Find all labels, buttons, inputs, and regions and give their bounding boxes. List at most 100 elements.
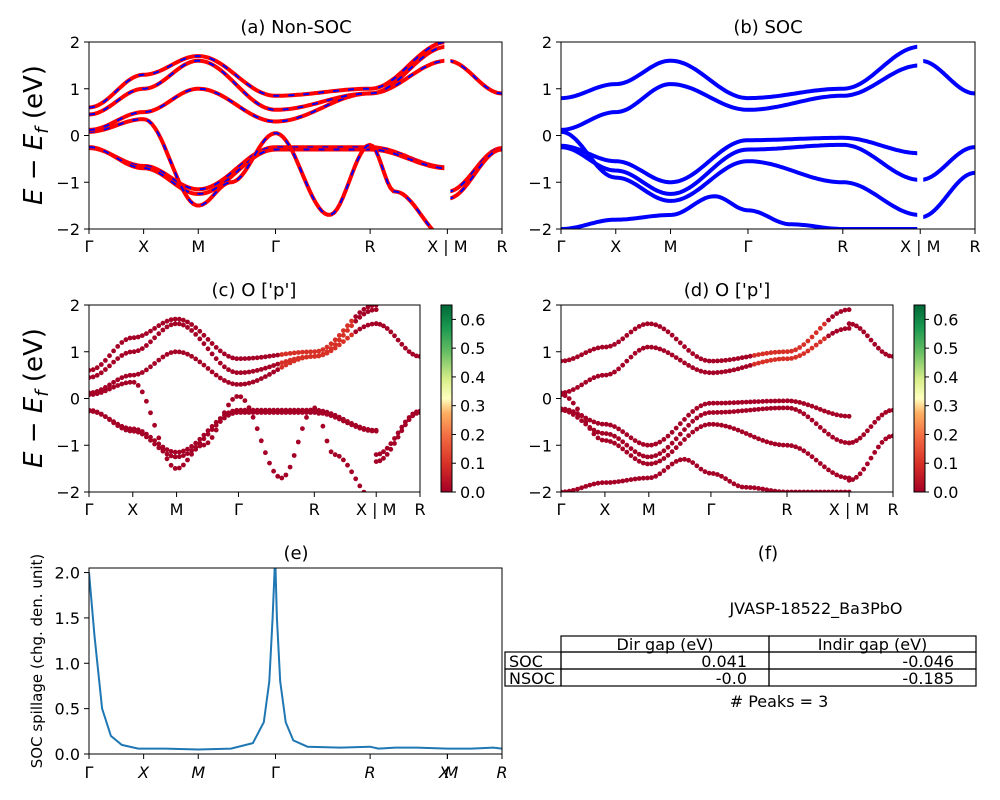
band-dot: [570, 356, 576, 361]
band-dot: [595, 429, 601, 435]
band-dot: [649, 475, 654, 481]
band-dot: [89, 390, 92, 396]
band-dot: [172, 321, 178, 327]
band-dot: [599, 372, 605, 378]
band-dot: [566, 488, 572, 492]
band-dot: [747, 407, 753, 413]
band-dot: [164, 451, 170, 457]
band-dot: [723, 423, 728, 429]
y-tick-label: 1: [542, 80, 552, 99]
band-dot: [238, 382, 244, 387]
band-dot: [809, 345, 815, 351]
x-tick-label: R: [309, 500, 320, 519]
band-dot: [172, 454, 178, 460]
band-dot: [640, 460, 646, 466]
band-dot: [677, 457, 683, 463]
band-dot: [561, 407, 564, 413]
band-dot: [857, 435, 863, 441]
band-dot: [234, 410, 240, 415]
band-dot: [834, 489, 840, 492]
panel-c-plot: Γ X M Γ R X | M R −2 −1 0 1 2: [56, 296, 425, 519]
band-dot: [107, 382, 112, 388]
band-dot: [217, 360, 223, 366]
band-dot: [872, 341, 878, 347]
panel-a: (a) Non-SOC Γ X M Γ R X | M R −2 −1 0 1 2 E − Ef (e…: [19, 17, 508, 256]
band-dot: [694, 354, 700, 359]
band-dot: [123, 380, 129, 386]
band-dot: [201, 341, 207, 347]
y-tick-label: 1: [70, 80, 80, 99]
band-dot: [723, 357, 728, 363]
band-dot: [591, 481, 597, 487]
band-dot: [135, 383, 141, 388]
band-dot: [583, 415, 589, 421]
band-dot: [403, 422, 408, 428]
band-dot: [332, 342, 338, 347]
band-dot: [127, 335, 133, 341]
band-dot: [361, 307, 367, 312]
band-dot: [760, 486, 766, 492]
band-dot: [226, 353, 231, 359]
band-dot: [320, 347, 326, 352]
band-dot: [139, 431, 145, 437]
band-dot: [677, 441, 683, 446]
band-dot: [632, 476, 638, 482]
band-dot: [817, 407, 823, 412]
band-dot: [139, 333, 145, 338]
band-dot: [715, 358, 720, 364]
y-tick-label: 1: [542, 343, 552, 362]
y-tick-label: 1: [70, 343, 80, 362]
band-dot: [706, 421, 712, 427]
band-dot: [570, 412, 576, 417]
band-dot: [90, 408, 96, 413]
panel-f-caption: JVASP-18522_Ba3PbO: [728, 599, 902, 619]
band-line: [561, 129, 921, 217]
band-dot: [300, 355, 305, 360]
band-dot: [612, 433, 617, 439]
band-dot: [566, 409, 572, 415]
y-tick-label: 2: [542, 296, 552, 315]
band-dot: [123, 337, 129, 343]
band-dot: [562, 408, 568, 414]
band-dot: [657, 324, 663, 329]
band-dot: [890, 433, 893, 439]
band-dot: [254, 355, 260, 361]
x-tick-label: R: [365, 763, 376, 782]
band-dot: [222, 378, 227, 383]
band-dot: [731, 409, 737, 414]
band-dot: [789, 489, 794, 492]
x-tick-label: M: [664, 237, 678, 256]
band-dot: [665, 452, 671, 458]
band-dot: [185, 351, 190, 357]
band-dot: [682, 456, 687, 462]
band-dot: [645, 454, 650, 460]
band-dot: [817, 461, 823, 466]
band-dot: [868, 337, 874, 343]
band-dot: [710, 421, 716, 427]
band-dot: [780, 398, 786, 404]
band-line: [561, 44, 921, 101]
y-tick-label: −1: [56, 436, 80, 455]
band-dot: [698, 356, 704, 362]
band-dot: [830, 434, 835, 440]
band-line-dash: [89, 146, 448, 191]
band-dot: [341, 328, 346, 333]
band-dot: [645, 442, 650, 448]
band-dot: [189, 448, 195, 454]
colorbar-tick-label: 0.4: [460, 368, 485, 387]
band-dot: [868, 455, 874, 461]
band-dot: [830, 489, 835, 492]
band-dot: [226, 380, 231, 385]
y-tick-label: 0.5: [55, 700, 80, 719]
band-dot: [213, 422, 219, 428]
y-tick-label: −1: [528, 173, 552, 192]
band-dot: [809, 489, 815, 492]
band-dot: [258, 438, 264, 444]
band-dot: [772, 441, 778, 447]
x-tick-label: M: [191, 237, 205, 256]
band-dot: [838, 474, 844, 479]
band-dot: [562, 489, 568, 492]
panel-b-title: (b) SOC: [733, 17, 802, 38]
band-dot: [776, 356, 782, 362]
band-dot: [785, 405, 790, 411]
